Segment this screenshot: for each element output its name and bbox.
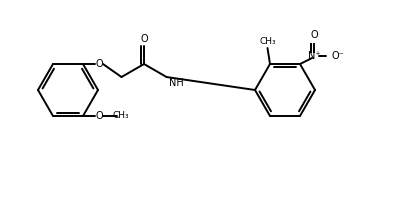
Text: O: O [310, 30, 318, 40]
Text: O: O [95, 59, 103, 69]
Text: CH₃: CH₃ [113, 111, 129, 120]
Text: N⁺: N⁺ [308, 51, 320, 61]
Text: O⁻: O⁻ [332, 51, 345, 61]
Text: NH: NH [169, 78, 183, 88]
Text: O: O [140, 34, 148, 44]
Text: CH₃: CH₃ [259, 36, 276, 46]
Text: O: O [95, 111, 103, 121]
